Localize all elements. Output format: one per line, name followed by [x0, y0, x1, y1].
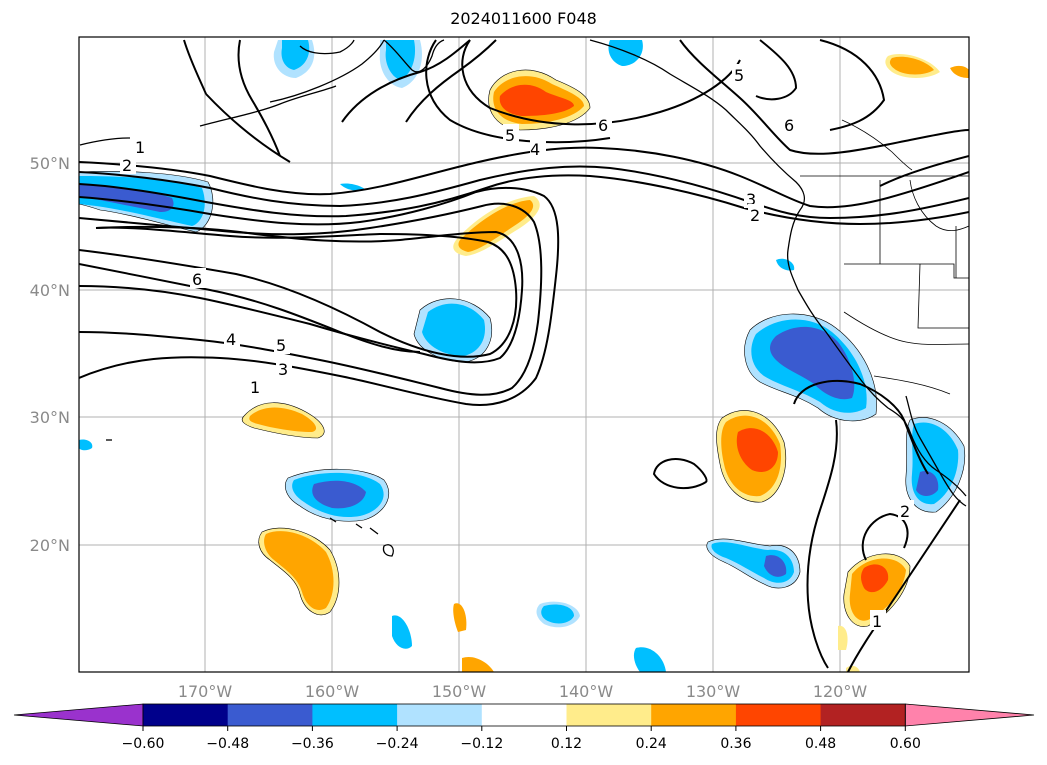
lon-label: 170°W [178, 682, 233, 701]
colorbar-segment [397, 704, 483, 726]
colorbar-tick-label: −0.48 [206, 736, 249, 752]
lon-label: 140°W [559, 682, 614, 701]
colorbar-segment [481, 704, 567, 726]
map-title: 2024011600 F048 [450, 9, 597, 28]
colorbar-extend-max [904, 703, 1035, 727]
contour-label: 4 [226, 330, 236, 349]
lon-label: 130°W [686, 682, 741, 701]
contour-label: 2 [900, 502, 910, 521]
colorbar-segment [566, 704, 652, 726]
latitude-labels: 50°N 40°N 30°N 20°N [30, 154, 70, 555]
colorbar-tick-label: −0.12 [460, 736, 503, 752]
contour-label: 3 [278, 360, 288, 379]
colorbar-segment [735, 704, 822, 726]
map-frame [78, 36, 970, 673]
contour-label: 6 [192, 270, 202, 289]
lon-label: 120°W [813, 682, 868, 701]
colorbar-tick-label: 0.12 [551, 736, 582, 752]
contour-label: 6 [598, 116, 608, 135]
colorbar-tick-label: 0.36 [720, 736, 751, 752]
colorbar-tick-label: −0.60 [122, 736, 165, 752]
lon-label: 160°W [305, 682, 360, 701]
coastlines [79, 39, 967, 557]
lat-label: 40°N [30, 281, 70, 300]
longitude-labels: 170°W 160°W 150°W 140°W 130°W 120°W [178, 682, 868, 701]
contour-label: 5 [505, 126, 515, 145]
contour-label: 1 [135, 138, 145, 157]
colorbar-segment [312, 704, 398, 726]
colorbar-tick-label: 0.48 [805, 736, 836, 752]
lat-label: 50°N [30, 154, 70, 173]
colorbar-segment [820, 704, 906, 726]
contour-label: 5 [276, 336, 286, 355]
colorbar-tick-label: −0.36 [291, 736, 334, 752]
negative-anomaly-shading [79, 40, 965, 672]
lat-label: 20°N [30, 536, 70, 555]
contour-label: 5 [734, 66, 744, 85]
contour-label: 1 [250, 378, 260, 397]
contour-label: 6 [784, 116, 794, 135]
colorbar-segment [227, 704, 313, 726]
colorbar-outline [142, 703, 906, 727]
colorbar-segment [651, 704, 737, 726]
contour-label: 3 [746, 190, 756, 209]
lat-label: 30°N [30, 408, 70, 427]
colorbar-tick-label: 0.24 [636, 736, 667, 752]
colorbar-segment [143, 704, 229, 726]
contour-label: 1 [872, 612, 882, 631]
contour-label: 2 [750, 206, 760, 225]
contour-label: 4 [530, 140, 540, 159]
colorbar: −0.60 −0.48 −0.36 −0.24 −0.12 0.12 0.24 0.36 0.4… [13, 703, 1035, 752]
contour-label: 2 [122, 156, 132, 175]
colorbar-tick-label: −0.24 [376, 736, 419, 752]
colorbar-extend-min [13, 703, 144, 727]
colorbar-tick-label: 0.60 [890, 736, 921, 752]
contour-labels: 1 2 3 2 4 5 6 5 6 6 4 5 3 1 1 2 [120, 64, 914, 631]
lon-label: 150°W [432, 682, 487, 701]
country-borders [800, 119, 969, 395]
